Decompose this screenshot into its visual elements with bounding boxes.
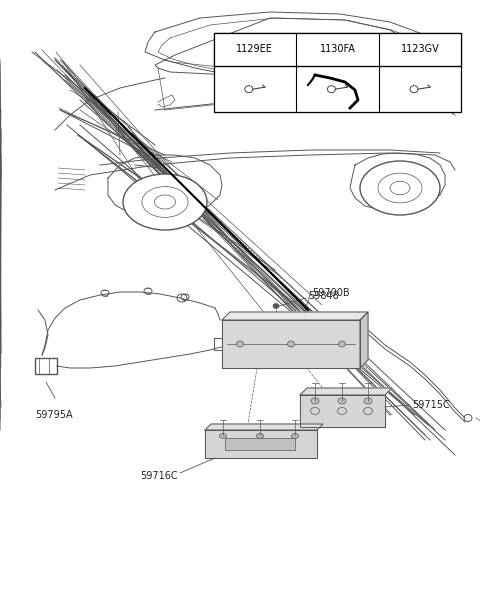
Bar	[35, 358, 57, 374]
Ellipse shape	[256, 434, 264, 439]
Ellipse shape	[288, 341, 295, 347]
Ellipse shape	[364, 398, 372, 404]
Polygon shape	[222, 320, 360, 368]
Ellipse shape	[311, 398, 319, 404]
Text: 59716C: 59716C	[140, 471, 178, 481]
Bar	[214, 33, 461, 66]
Text: 1129EE: 1129EE	[237, 44, 273, 54]
Ellipse shape	[338, 341, 346, 347]
Polygon shape	[205, 424, 323, 430]
Ellipse shape	[219, 434, 227, 439]
Polygon shape	[300, 388, 392, 395]
Ellipse shape	[123, 174, 207, 230]
Bar	[225, 438, 295, 450]
Text: 59795A: 59795A	[35, 410, 72, 420]
Text: 1123GV: 1123GV	[401, 44, 439, 54]
Text: 59715C: 59715C	[412, 400, 450, 410]
Polygon shape	[360, 312, 368, 368]
Polygon shape	[222, 312, 368, 320]
Ellipse shape	[338, 398, 346, 404]
Ellipse shape	[360, 161, 440, 215]
Polygon shape	[205, 430, 317, 458]
Text: 1130FA: 1130FA	[320, 44, 355, 54]
Ellipse shape	[273, 304, 279, 309]
Text: 59848: 59848	[308, 291, 339, 301]
Ellipse shape	[291, 434, 299, 439]
Ellipse shape	[237, 341, 243, 347]
Text: 59700B: 59700B	[312, 288, 349, 298]
Bar	[214, 33, 461, 112]
Polygon shape	[300, 395, 385, 427]
